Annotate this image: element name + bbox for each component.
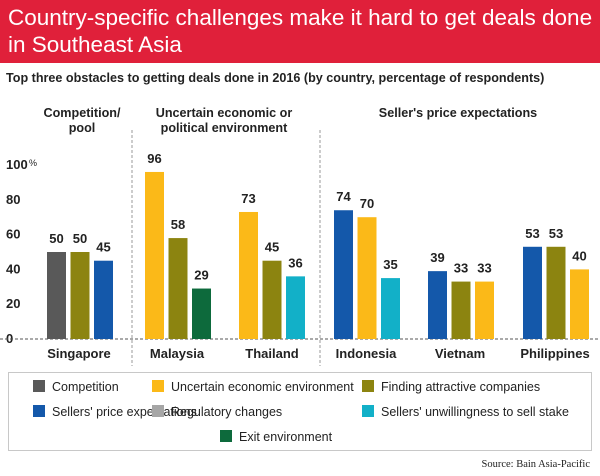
- data-label: 58: [171, 217, 185, 232]
- legend-swatch-exit-environment: [220, 430, 232, 442]
- data-label: 53: [525, 226, 539, 241]
- legend-swatch-uncertain-economic-environment: [152, 380, 164, 392]
- y-tick-label: 60: [6, 227, 20, 242]
- y-tick-label: 100: [6, 157, 28, 172]
- bar-philippines-sellers-price-expectations: [523, 246, 542, 339]
- data-label: 29: [194, 268, 208, 283]
- data-label: 36: [288, 255, 302, 270]
- data-label: 50: [73, 231, 87, 246]
- legend-label: Exit environment: [239, 430, 333, 444]
- legend-label: Competition: [52, 380, 119, 394]
- category-label: Thailand: [245, 346, 299, 361]
- legend-swatch-competition: [33, 380, 45, 392]
- page-title: Country-specific challenges make it hard…: [8, 5, 593, 57]
- legend-label: Finding attractive companies: [381, 380, 540, 394]
- bar-thailand-sellers-unwillingness-to-sell-stake: [286, 276, 305, 339]
- category-label: Philippines: [520, 346, 589, 361]
- bar-indonesia-sellers-price-expectations: [334, 210, 353, 339]
- data-label: 50: [49, 231, 63, 246]
- data-label: 33: [454, 261, 468, 276]
- bar-thailand-uncertain-economic-environment: [239, 211, 258, 339]
- panel-label: Competition/pool: [44, 106, 121, 135]
- y-tick-label: 80: [6, 192, 20, 207]
- legend-swatch-finding-attractive-companies: [362, 380, 374, 392]
- title-banner: Country-specific challenges make it hard…: [0, 0, 600, 63]
- panel-label: Uncertain economic or political environme…: [156, 106, 293, 135]
- data-label: 53: [549, 226, 563, 241]
- data-label: 45: [96, 240, 110, 255]
- category-label: Singapore: [47, 346, 111, 361]
- category-label: Malaysia: [150, 346, 205, 361]
- data-label: 45: [265, 240, 279, 255]
- data-label: 39: [430, 250, 444, 265]
- legend-label: Regulatory changes: [171, 405, 282, 419]
- legend-swatch-sellers-price-expectations: [33, 405, 45, 417]
- legend-box: [8, 372, 592, 451]
- y-tick-label: 20: [6, 296, 20, 311]
- bar-singapore-finding-attractive-companies: [70, 252, 90, 339]
- bar-malaysia-uncertain-economic-environment: [145, 171, 164, 339]
- legend-label: Uncertain economic environment: [171, 380, 354, 394]
- bar-philippines-finding-attractive-companies: [546, 246, 566, 339]
- data-label: 70: [360, 196, 374, 211]
- legend-swatch-sellers-unwillingness-to-sell-stake: [362, 405, 374, 417]
- bar-vietnam-finding-attractive-companies: [451, 281, 471, 339]
- y-tick-label: 40: [6, 261, 20, 276]
- data-label: 33: [477, 261, 491, 276]
- category-label: Vietnam: [435, 346, 485, 361]
- bar-philippines-uncertain-economic-environment: [570, 269, 589, 339]
- bar-thailand-finding-attractive-companies: [262, 260, 282, 339]
- data-label: 73: [241, 191, 255, 206]
- legend-label: Sellers' unwillingness to sell stake: [381, 405, 569, 419]
- legend-swatch-regulatory-changes: [152, 405, 164, 417]
- category-label: Indonesia: [336, 346, 397, 361]
- panel-label: Seller's price expectations: [379, 106, 537, 120]
- data-label: 74: [336, 189, 351, 204]
- chart-subtitle: Top three obstacles to getting deals don…: [6, 71, 545, 85]
- bar-vietnam-uncertain-economic-environment: [475, 281, 494, 339]
- bar-malaysia-exit-environment: [192, 288, 211, 339]
- y-tick-label: 0: [6, 331, 13, 346]
- source-note: Source: Bain Asia-Pacific: [481, 459, 590, 470]
- bar-vietnam-sellers-price-expectations: [428, 271, 447, 339]
- bar-indonesia-uncertain-economic-environment: [357, 217, 377, 339]
- y-unit-label: %: [29, 158, 37, 168]
- bar-singapore-competition: [47, 252, 66, 339]
- data-label: 40: [572, 248, 586, 263]
- data-label: 35: [383, 257, 397, 272]
- bar-malaysia-finding-attractive-companies: [168, 238, 188, 339]
- bar-singapore-sellers-price-expectations: [94, 260, 113, 339]
- data-label: 96: [147, 151, 161, 166]
- bar-indonesia-sellers-unwillingness-to-sell-stake: [381, 278, 400, 339]
